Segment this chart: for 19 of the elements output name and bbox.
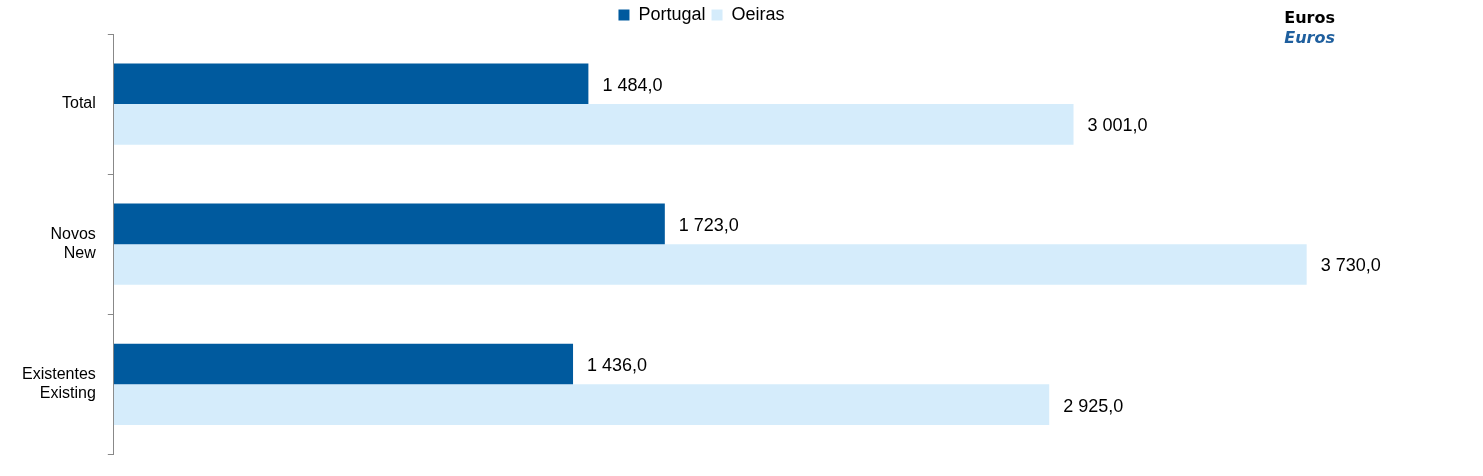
data-label: 1 436,0 — [587, 354, 648, 375]
y-tick-label: Existentes Existing — [22, 365, 96, 402]
bar — [113, 343, 574, 385]
bar — [113, 203, 665, 245]
y-tick-label: Novos New — [50, 225, 97, 262]
legend-label: Oeiras — [731, 3, 785, 24]
bar — [113, 244, 1307, 285]
data-label: 3 001,0 — [1087, 115, 1148, 136]
bar — [113, 384, 1050, 425]
bar — [113, 104, 1074, 145]
data-label: 1 484,0 — [602, 74, 663, 95]
annotation: Euros — [1284, 28, 1335, 47]
legend-label: Portugal — [638, 3, 706, 24]
y-tick-label: Total — [62, 94, 96, 112]
data-label: 2 925,0 — [1063, 395, 1124, 416]
bar — [113, 63, 589, 105]
data-label: 1 723,0 — [678, 214, 739, 235]
data-label: 3 730,0 — [1320, 255, 1381, 276]
text: Euros — [1284, 8, 1335, 27]
